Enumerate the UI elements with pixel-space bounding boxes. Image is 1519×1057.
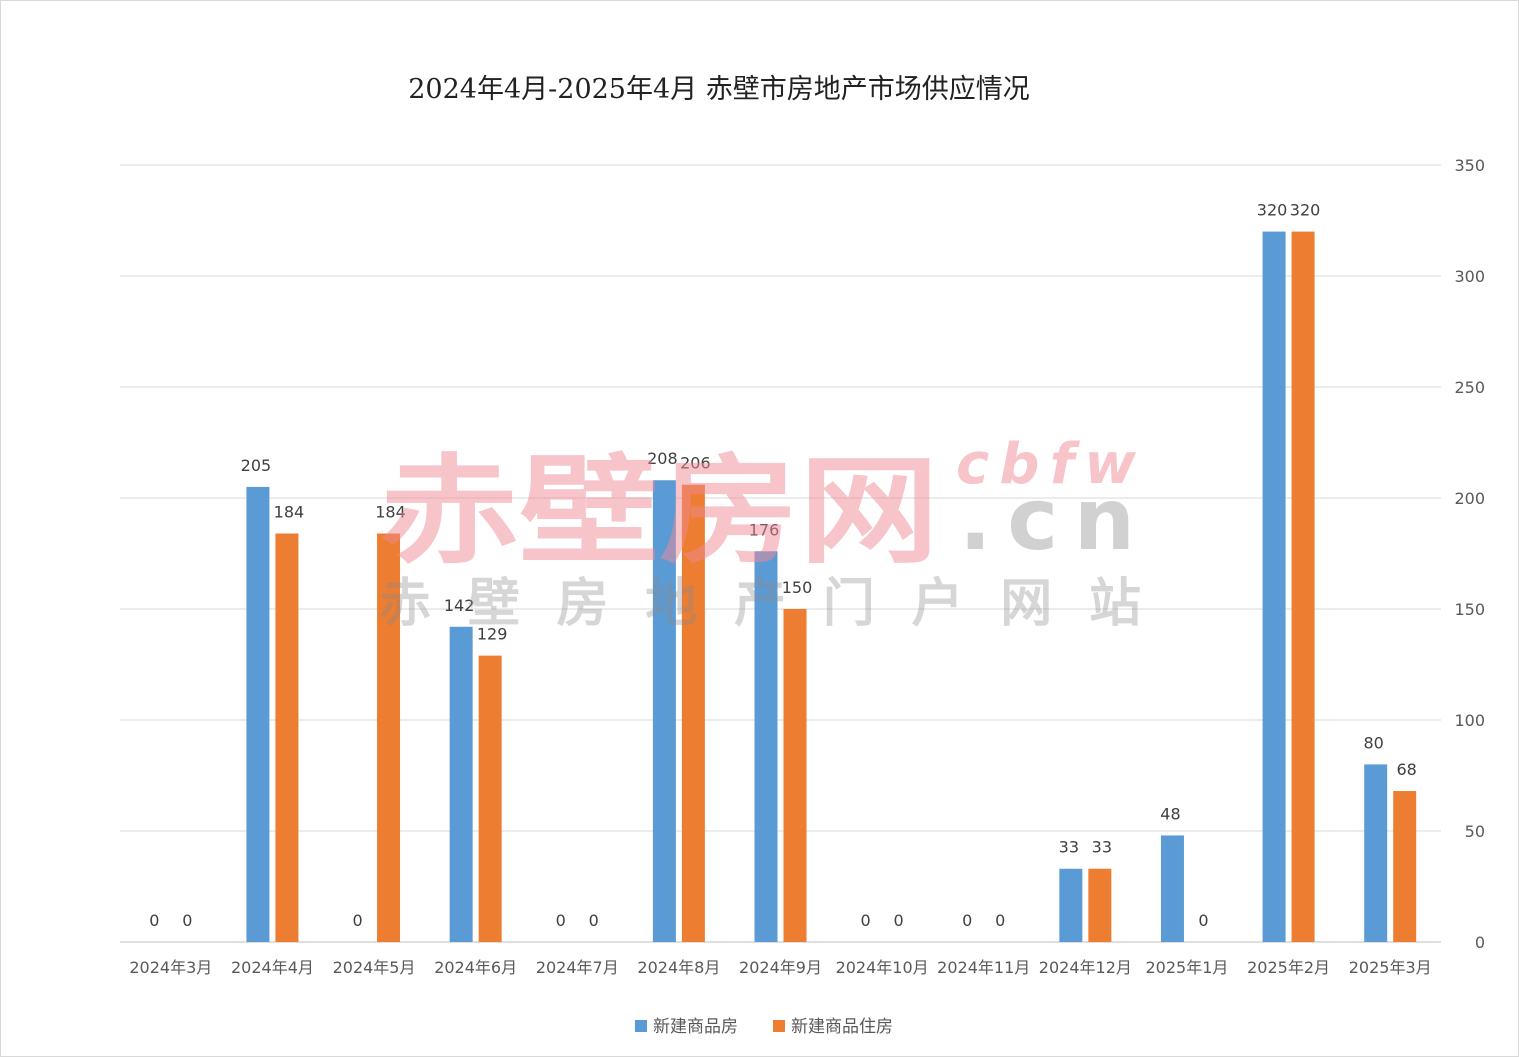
data-label: 0 bbox=[962, 911, 972, 930]
data-label: 206 bbox=[680, 454, 711, 473]
bar-series-1 bbox=[246, 486, 270, 942]
bar-series-1 bbox=[1364, 764, 1388, 942]
gridlines bbox=[120, 164, 1441, 943]
y-tick-label: 300 bbox=[1454, 267, 1485, 286]
x-tick-label: 2025年1月 bbox=[1146, 958, 1229, 977]
legend-label: 新建商品住房 bbox=[791, 1017, 893, 1037]
data-label: 142 bbox=[444, 596, 475, 615]
data-label: 0 bbox=[589, 911, 599, 930]
bar-series-2 bbox=[1393, 791, 1417, 942]
data-label: 150 bbox=[782, 578, 813, 597]
y-tick-label: 0 bbox=[1475, 933, 1485, 952]
data-label: 0 bbox=[1198, 911, 1208, 930]
data-label: 320 bbox=[1257, 201, 1288, 220]
watermark-latin-bottom: .cn bbox=[959, 470, 1135, 570]
data-label: 33 bbox=[1092, 838, 1112, 857]
data-label: 176 bbox=[749, 520, 780, 539]
x-tick-label: 2024年10月 bbox=[836, 958, 929, 977]
x-tick-label: 2024年3月 bbox=[129, 958, 212, 977]
data-label: 184 bbox=[274, 503, 305, 522]
bar-series-2 bbox=[478, 655, 502, 942]
bar-series-2 bbox=[377, 533, 401, 942]
bar-series-1 bbox=[1262, 231, 1286, 943]
data-label: 129 bbox=[477, 625, 508, 644]
x-tick-label: 2024年6月 bbox=[434, 958, 517, 977]
data-label: 0 bbox=[149, 911, 159, 930]
x-tick-label: 2024年11月 bbox=[937, 958, 1030, 977]
x-tick-label: 2024年5月 bbox=[333, 958, 416, 977]
y-tick-label: 100 bbox=[1454, 711, 1485, 730]
y-tick-label: 50 bbox=[1465, 822, 1485, 841]
data-label: 48 bbox=[1160, 804, 1180, 823]
y-tick-label: 350 bbox=[1454, 156, 1485, 175]
bar-series-2 bbox=[681, 484, 705, 942]
x-tick-label: 2025年2月 bbox=[1247, 958, 1330, 977]
watermark-sub: 赤壁房地产门户网站 bbox=[379, 574, 1141, 634]
bar-series-1 bbox=[1059, 868, 1083, 942]
bar-series-2 bbox=[783, 609, 807, 942]
data-labels: 0 205 0 142 0 208 176 0 0 33 48 320 80 0 184 184 129 0 206… bbox=[149, 201, 1417, 930]
x-tick-label: 2024年12月 bbox=[1039, 958, 1132, 977]
bar-series-1 bbox=[1160, 835, 1184, 942]
data-label: 184 bbox=[375, 503, 406, 522]
data-label: 0 bbox=[894, 911, 904, 930]
legend: 新建商品房 新建商品住房 bbox=[635, 1017, 893, 1037]
bar-series-1 bbox=[754, 551, 778, 942]
axes: 0 50 100 150 200 250 300 350 2024年3月 2024年4月 2024年… bbox=[129, 156, 1485, 977]
x-tick-label: 2024年4月 bbox=[231, 958, 314, 977]
data-label: 68 bbox=[1397, 760, 1417, 779]
bar-series-1 bbox=[652, 480, 676, 942]
y-tick-label: 200 bbox=[1454, 489, 1485, 508]
bar-series-2 bbox=[275, 533, 299, 942]
bars bbox=[246, 231, 1417, 943]
legend-label: 新建商品房 bbox=[653, 1017, 738, 1037]
x-tick-label: 2024年8月 bbox=[637, 958, 720, 977]
bar-series-2 bbox=[1088, 868, 1112, 942]
data-label: 0 bbox=[352, 911, 362, 930]
data-label: 0 bbox=[861, 911, 871, 930]
legend-swatch bbox=[773, 1020, 785, 1032]
data-label: 80 bbox=[1364, 733, 1384, 752]
data-label: 0 bbox=[182, 911, 192, 930]
data-label: 320 bbox=[1290, 201, 1321, 220]
data-label: 208 bbox=[647, 449, 678, 468]
watermark: 赤壁房网 cbfw .cn 赤壁房地产门户网站 bbox=[379, 432, 1141, 634]
y-tick-label: 150 bbox=[1454, 600, 1485, 619]
watermark-main: 赤壁房网 bbox=[379, 442, 939, 580]
y-tick-label: 250 bbox=[1454, 378, 1485, 397]
data-label: 0 bbox=[556, 911, 566, 930]
x-tick-label: 2024年7月 bbox=[536, 958, 619, 977]
x-tick-label: 2025年3月 bbox=[1349, 958, 1432, 977]
bar-series-2 bbox=[1291, 231, 1315, 943]
chart-title: 2024年4月-2025年4月 赤壁市房地产市场供应情况 bbox=[408, 74, 1030, 105]
bar-series-1 bbox=[449, 626, 473, 942]
data-label: 33 bbox=[1059, 838, 1079, 857]
data-label: 0 bbox=[995, 911, 1005, 930]
data-label: 205 bbox=[241, 456, 272, 475]
legend-swatch bbox=[635, 1020, 647, 1032]
x-tick-label: 2024年9月 bbox=[739, 958, 822, 977]
